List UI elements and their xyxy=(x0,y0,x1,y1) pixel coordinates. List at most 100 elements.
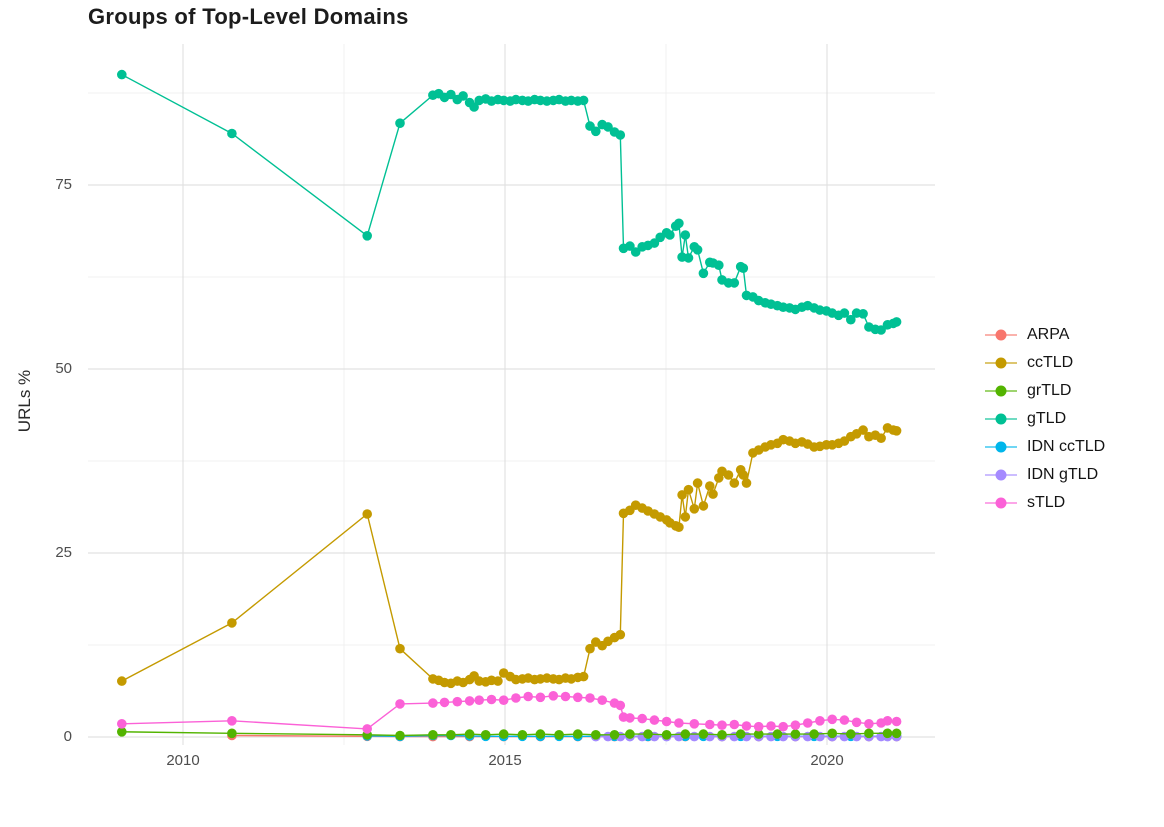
legend: ARPA ccTLD grTLD gTLD IDN ccTLD IDN gTLD sTLD xyxy=(984,321,1105,517)
data-point-grtld xyxy=(517,730,528,740)
data-point-stld xyxy=(729,719,740,730)
legend-item-grtld: grTLD xyxy=(984,377,1105,405)
data-point-gtld xyxy=(615,130,626,140)
data-point-stld xyxy=(464,696,475,706)
series-line-gtld xyxy=(121,73,897,331)
series-stld xyxy=(117,691,902,734)
legend-key-icon xyxy=(985,441,1017,453)
data-point-idn-gtld xyxy=(689,731,700,742)
chart-title: Groups of Top-Level Domains xyxy=(88,4,409,29)
data-point-cctld xyxy=(585,643,595,654)
legend-item-idn-gtld: IDN gTLD xyxy=(984,461,1105,489)
legend-key-icon xyxy=(985,413,1017,425)
legend-item-gtld: gTLD xyxy=(984,405,1105,433)
data-point-grtld xyxy=(772,729,783,739)
legend-item-idn-cctld: IDN ccTLD xyxy=(984,433,1105,461)
data-point-gtld xyxy=(738,263,749,274)
data-point-stld xyxy=(523,691,533,702)
data-point-grtld xyxy=(790,729,801,739)
x-tick-label: 2010 xyxy=(166,752,200,769)
data-point-cctld xyxy=(395,643,405,654)
data-point-cctld xyxy=(674,522,684,532)
data-point-gtld xyxy=(458,91,468,101)
data-point-cctld xyxy=(698,501,709,511)
data-point-cctld xyxy=(689,504,700,514)
series-cctld xyxy=(117,423,902,689)
data-point-stld xyxy=(753,721,764,732)
data-point-gtld xyxy=(117,69,127,80)
data-point-cctld xyxy=(723,470,734,480)
data-point-gtld xyxy=(680,230,691,240)
data-point-cctld xyxy=(683,484,694,495)
data-point-stld xyxy=(778,721,788,732)
data-point-stld xyxy=(625,713,635,723)
data-point-gtld xyxy=(578,95,589,106)
data-point-cctld xyxy=(578,671,589,682)
data-point-stld xyxy=(864,719,874,729)
data-point-gtld xyxy=(698,268,709,279)
data-point-cctld xyxy=(891,426,902,436)
data-point-grtld xyxy=(735,729,746,739)
data-point-grtld xyxy=(809,729,819,739)
data-point-gtld xyxy=(227,128,237,139)
data-point-stld xyxy=(117,719,127,729)
data-point-cctld xyxy=(680,512,691,522)
data-point-grtld xyxy=(717,730,727,740)
data-point-stld xyxy=(395,699,405,709)
data-point-gtld xyxy=(729,278,740,288)
data-point-gtld xyxy=(674,218,684,229)
data-point-grtld xyxy=(554,730,564,740)
data-point-grtld xyxy=(573,729,583,739)
legend-item-cctld: ccTLD xyxy=(984,349,1105,377)
data-point-gtld xyxy=(683,253,694,263)
legend-key-icon xyxy=(985,329,1017,341)
legend-item-label: sTLD xyxy=(1027,494,1066,511)
series-gtld xyxy=(117,69,902,335)
legend-key-icon xyxy=(985,469,1017,481)
data-point-grtld xyxy=(464,729,475,739)
legend-item-label: ARPA xyxy=(1027,326,1070,343)
data-point-cctld xyxy=(738,470,749,480)
data-point-grtld xyxy=(827,728,837,739)
data-point-stld xyxy=(766,721,776,731)
data-point-stld xyxy=(439,697,450,708)
data-point-grtld xyxy=(535,729,546,739)
data-point-stld xyxy=(637,713,647,724)
data-point-stld xyxy=(882,716,893,726)
legend-item-label: IDN gTLD xyxy=(1027,466,1099,483)
data-point-cctld xyxy=(708,489,718,499)
data-point-stld xyxy=(498,695,509,705)
y-tick-label: 25 xyxy=(55,544,72,561)
data-point-stld xyxy=(362,724,373,734)
data-point-stld xyxy=(597,695,607,705)
data-point-grtld xyxy=(480,730,491,740)
legend-key-icon xyxy=(985,497,1017,509)
x-tick-label: 2020 xyxy=(810,752,844,769)
data-point-stld xyxy=(674,718,684,728)
data-point-stld xyxy=(741,721,752,731)
data-point-gtld xyxy=(469,102,479,112)
data-point-gtld xyxy=(876,325,886,335)
data-point-cctld xyxy=(493,676,503,686)
data-point-cctld xyxy=(705,481,715,491)
data-point-grtld xyxy=(643,729,653,739)
data-point-stld xyxy=(689,719,700,729)
data-point-gtld xyxy=(858,309,868,319)
data-point-grtld xyxy=(753,729,764,739)
data-point-gtld xyxy=(649,238,660,248)
data-point-gtld xyxy=(891,317,902,327)
legend-key-dot xyxy=(995,329,1007,341)
data-point-stld xyxy=(717,720,727,730)
legend-key-dot xyxy=(995,441,1007,453)
legend-item-label: grTLD xyxy=(1027,382,1072,399)
data-point-stld xyxy=(815,716,825,726)
data-point-gtld xyxy=(714,260,724,271)
data-point-grtld xyxy=(498,729,509,739)
legend-item-label: gTLD xyxy=(1027,410,1067,427)
data-point-grtld xyxy=(891,728,902,739)
data-point-grtld xyxy=(428,730,438,740)
legend-key-dot xyxy=(995,469,1007,481)
data-point-stld xyxy=(573,692,583,703)
data-point-stld xyxy=(452,696,463,707)
